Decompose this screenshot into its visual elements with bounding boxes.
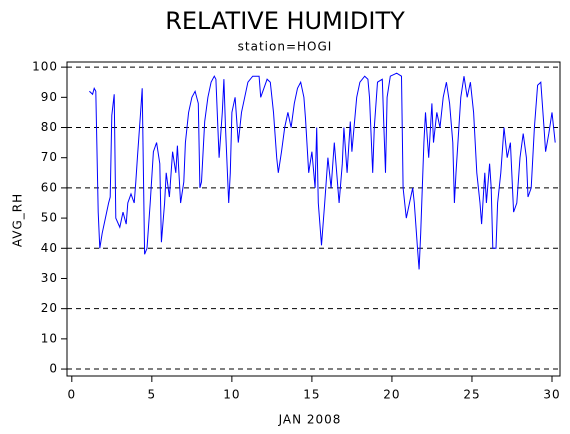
y-tick-label: 10 xyxy=(41,331,58,345)
y-tick-label: 90 xyxy=(41,90,58,104)
plot-frame xyxy=(66,61,561,377)
y-tick-label: 40 xyxy=(41,241,58,255)
x-tick-label: 15 xyxy=(303,388,320,402)
x-axis-label: JAN 2008 xyxy=(278,413,342,427)
y-tick-label: 60 xyxy=(41,180,58,194)
x-tick-label: 5 xyxy=(148,388,157,402)
data-line xyxy=(89,72,556,270)
y-axis-label: AVG_RH xyxy=(11,193,25,247)
chart-subtitle: station=HOGI xyxy=(238,40,333,54)
y-tick-label: 0 xyxy=(49,362,58,376)
x-tick-label: 20 xyxy=(383,388,400,402)
y-tick-label: 30 xyxy=(41,271,58,285)
y-tick-label: 100 xyxy=(32,60,58,74)
y-tick-label: 20 xyxy=(41,301,58,315)
x-tick-label: 25 xyxy=(463,388,480,402)
chart-title: RELATIVE HUMIDITY xyxy=(165,7,405,35)
y-tick-label: 50 xyxy=(41,211,58,225)
x-tick-label: 10 xyxy=(223,388,240,402)
x-tick-label: 0 xyxy=(67,388,76,402)
y-tick-label: 80 xyxy=(41,120,58,134)
x-tick-label: 30 xyxy=(543,388,560,402)
y-tick-label: 70 xyxy=(41,150,58,164)
